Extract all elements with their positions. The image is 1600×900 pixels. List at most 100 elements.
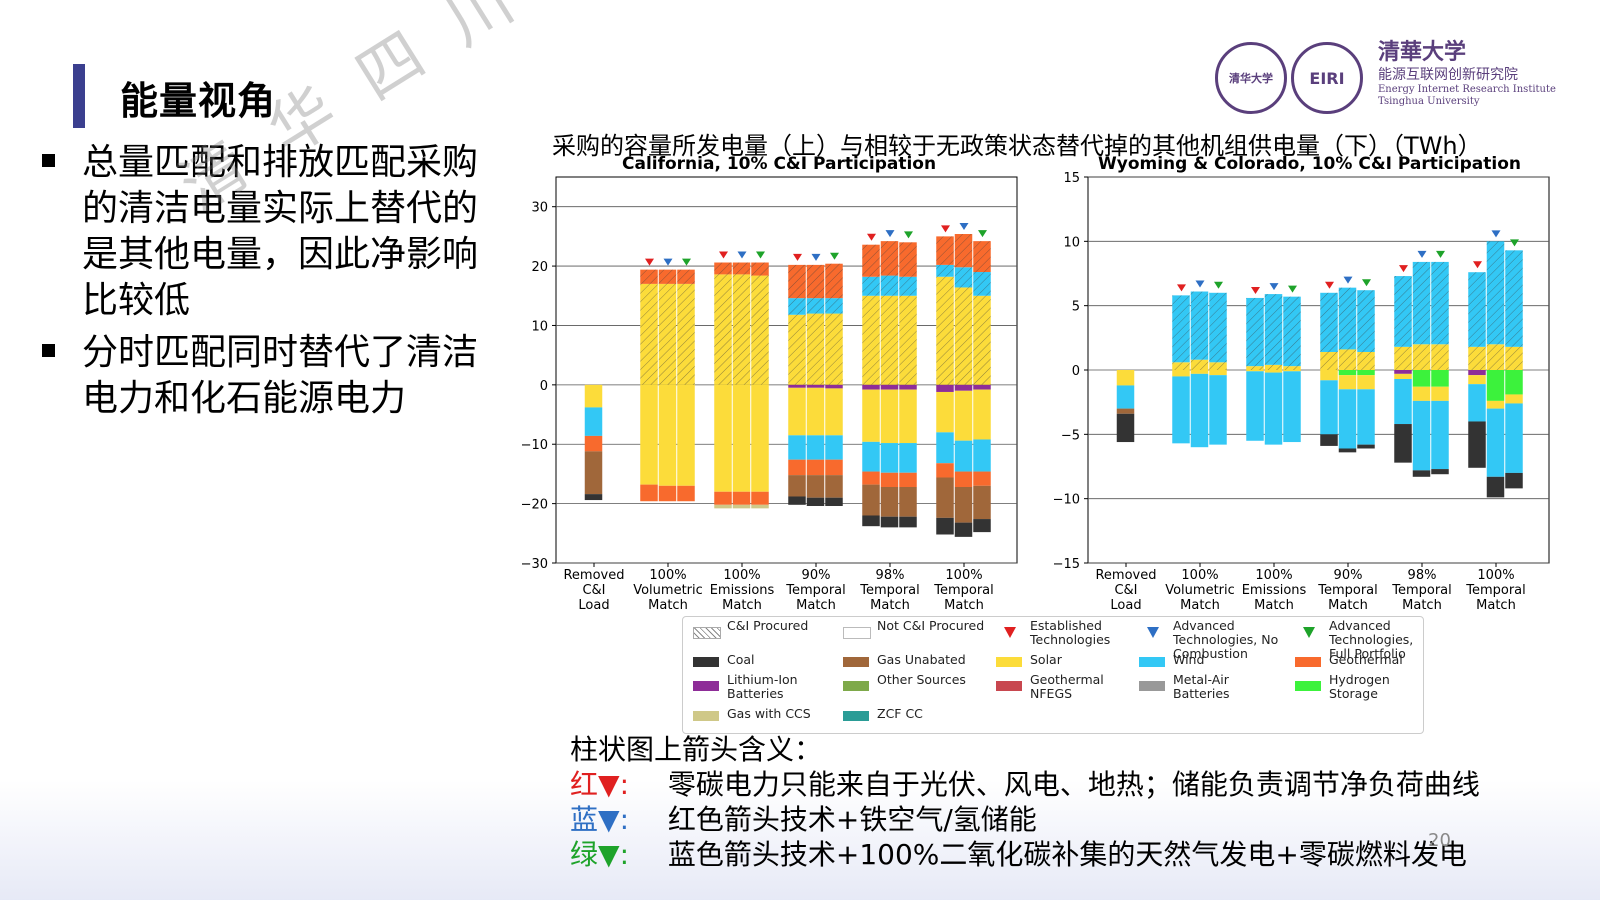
- blue-arrow-marker: [1491, 230, 1501, 238]
- bullet-text: 总量匹配和排放匹配采购的清洁电量实际上替代的是其他电量，因此净影响比较低: [82, 142, 479, 321]
- legend-swatch-adv_full: [1303, 627, 1315, 638]
- bar-segment-geothermal: [973, 471, 991, 486]
- bar-segment-hatch: [1172, 362, 1190, 370]
- bar-segment-hatch: [1394, 346, 1412, 370]
- x-tick-label-line: Match: [648, 598, 688, 613]
- bar-segment-solar: [862, 389, 880, 442]
- bar-segment-coal: [1486, 476, 1505, 498]
- legend-label-metal_air: Metal-Air Batteries: [1173, 672, 1230, 701]
- bar-segment-hatch: [973, 272, 991, 296]
- bar-segment-coal: [1468, 421, 1486, 468]
- bar-segment-wind: [954, 440, 973, 472]
- bar-segment-hatch: [714, 274, 732, 385]
- bar-segment-hatch: [1246, 366, 1264, 370]
- bar-segment-coal: [1320, 434, 1338, 446]
- legend-label-hydrogen: Hydrogen Storage: [1329, 672, 1390, 701]
- bar-segment-hatch: [788, 314, 806, 385]
- green-arrow-marker: [756, 251, 765, 259]
- bar-segment-gas_unabated: [936, 477, 954, 518]
- green-arrow-icon: ▼: [598, 838, 620, 871]
- legend-swatch-geothermal: [1295, 657, 1321, 667]
- slide-title: 能量视角: [120, 79, 277, 123]
- legend-label-ci_procured: C&I Procured: [727, 618, 809, 633]
- note-sep: :: [619, 768, 629, 801]
- legend-swatch-coal: [693, 657, 719, 667]
- bar-segment-wind: [1190, 373, 1209, 448]
- y-tick-label: 10: [1063, 235, 1080, 250]
- bar-segment-hatch: [1357, 290, 1375, 352]
- bar-segment-solar: [732, 384, 751, 492]
- bar-segment-solar: [640, 384, 658, 485]
- x-tick-label-line: Match: [870, 598, 910, 613]
- bar-segment-wind: [1172, 376, 1190, 444]
- legend-label-gas_unabated: Gas Unabated: [877, 652, 966, 667]
- bar-segment-hatch: [1320, 292, 1338, 352]
- bar-segment-solar: [806, 387, 825, 436]
- blue-arrow-marker: [1195, 280, 1205, 288]
- bar-segment-hatch: [1320, 351, 1338, 370]
- bar-segment-wind: [1209, 375, 1227, 445]
- x-tick-label-line: 100%: [723, 568, 760, 583]
- red-arrow-icon: ▼: [598, 768, 620, 801]
- note-line-blue: 蓝▼: 红色箭头技术+铁空气/氢储能: [570, 802, 1480, 837]
- bar-segment-hatch: [936, 264, 954, 277]
- bar-segment-gas_ccs: [732, 504, 751, 509]
- bar-segment-solar: [1431, 386, 1449, 401]
- legend-label-solar: Solar: [1030, 652, 1062, 667]
- bar-segment-hatch: [1283, 296, 1301, 367]
- bar-segment-hatch: [732, 262, 751, 275]
- bar-segment-geothermal: [714, 491, 732, 505]
- bar-segment-hatch: [1209, 292, 1227, 363]
- x-tick-label-line: Match: [1402, 598, 1442, 613]
- bar-segment-hatch: [954, 287, 973, 385]
- bar-segment-hatch: [1468, 272, 1486, 347]
- bar-segment-gas_unabated: [788, 475, 806, 497]
- x-tick-label: 98% Temporal Match: [1391, 568, 1452, 613]
- bar-segment-hatch: [1486, 344, 1505, 370]
- bar-segment-wind: [1338, 389, 1357, 449]
- green-arrow-marker: [682, 258, 691, 266]
- bar-segment-solar: [658, 384, 677, 486]
- bar-segment-lithium: [880, 384, 899, 390]
- legend-swatch-ci_procured: [693, 627, 721, 639]
- bar-segment-lithium: [788, 384, 806, 388]
- bar-segment-geothermal: [658, 485, 677, 502]
- bar-segment-lithium: [862, 384, 880, 390]
- x-tick-label-line: 100%: [945, 568, 982, 583]
- bar-segment-solar: [1412, 386, 1431, 401]
- legend-swatch-solar: [996, 657, 1022, 667]
- x-tick-label-line: Match: [1328, 598, 1368, 613]
- bar-segment-hatch: [973, 295, 991, 385]
- bar-segment-gas_unabated: [825, 475, 843, 498]
- bar-segment-hatch: [825, 313, 843, 385]
- x-tick-label: 100% Volumetric Match: [1165, 568, 1235, 613]
- bar-segment-lithium: [806, 384, 825, 388]
- bar-segment-gas_unabated: [862, 484, 880, 516]
- bar-segment-solar: [1468, 375, 1486, 385]
- red-arrow-marker: [645, 258, 654, 266]
- bar-segment-hatch: [640, 283, 658, 385]
- bar-segment-solar: [1116, 370, 1135, 386]
- bar-segment-hatch: [1505, 346, 1523, 370]
- x-tick-label: 100% Temporal Match: [1465, 568, 1526, 613]
- bar-segment-hatch: [825, 298, 843, 314]
- legend-swatch-other: [843, 681, 869, 691]
- legend-label-geo_nfegs: Geothermal NFEGS: [1030, 672, 1104, 701]
- x-tick-label-line: C&I: [1114, 583, 1137, 598]
- blue-arrow-marker: [1343, 276, 1353, 284]
- bar-segment-hatch: [1357, 351, 1375, 370]
- legend-swatch-adv_nocomb: [1147, 627, 1159, 638]
- bar-segment-solar: [1505, 394, 1523, 404]
- legend-swatch-metal_air: [1139, 681, 1165, 691]
- bar-segment-hatch: [788, 264, 806, 299]
- note-text: 零碳电力只能来自于光伏、风电、地热；储能负责调节净负荷曲线: [667, 768, 1480, 801]
- y-tick-label: −10: [1053, 493, 1080, 508]
- bar-segment-solar: [1246, 370, 1264, 372]
- x-tick-label-line: Match: [1180, 598, 1220, 613]
- blue-arrow-marker: [959, 223, 969, 231]
- institute-en-line1: Energy Internet Research Institute: [1378, 84, 1556, 95]
- bar-segment-gas_unabated: [954, 486, 973, 523]
- bar-segment-hatch: [825, 263, 843, 299]
- x-tick-label-line: Match: [1254, 598, 1294, 613]
- bar-segment-hydrogen: [1412, 370, 1431, 387]
